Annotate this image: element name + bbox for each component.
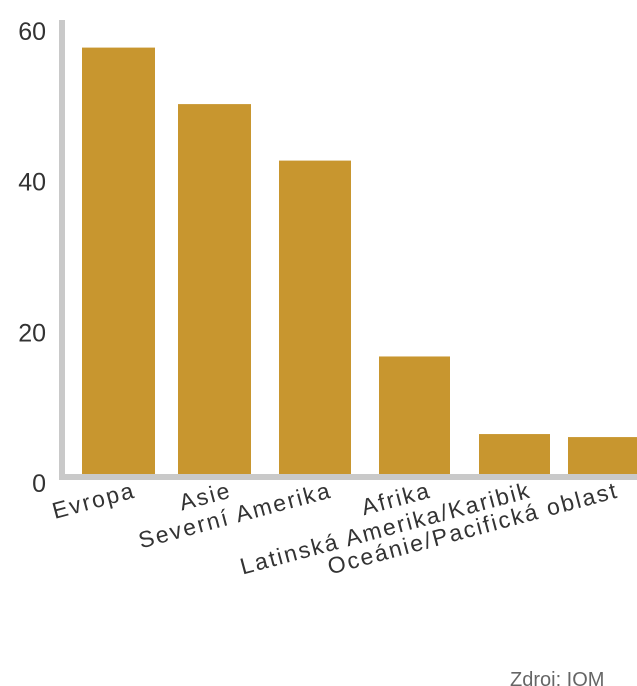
y-tick-label: 40: [18, 169, 46, 197]
bar: [178, 104, 251, 474]
y-tick-label: 20: [18, 319, 46, 347]
bar: [82, 47, 155, 474]
chart-axes: [59, 20, 637, 480]
y-tick-label: 0: [32, 470, 46, 498]
x-category-label: Evropa: [49, 477, 138, 524]
y-tick-label: 60: [18, 18, 46, 46]
y-tick-labels: 0 20 40 60: [18, 18, 46, 498]
bar: [379, 356, 450, 474]
bar: [568, 437, 637, 474]
chart-bars: [82, 47, 637, 474]
source-note: Zdroj: IOM: [510, 669, 604, 686]
bar: [279, 160, 351, 474]
bar: [479, 434, 550, 474]
